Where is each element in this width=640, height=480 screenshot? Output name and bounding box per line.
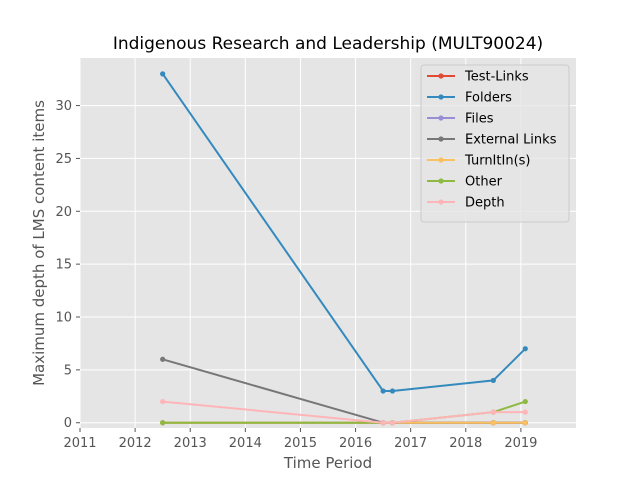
legend-label: Other: [465, 175, 503, 190]
data-point: [522, 398, 528, 405]
series-folders: [160, 71, 528, 394]
y-tick-label: 10: [55, 311, 72, 326]
legend-label: Files: [465, 112, 494, 127]
x-tick-label: 2019: [504, 436, 537, 451]
data-point: [160, 420, 166, 426]
data-point: [522, 409, 528, 415]
x-tick-label: 2012: [119, 436, 152, 451]
y-tick-label: 20: [55, 205, 72, 220]
x-tick-label: 2018: [449, 436, 482, 451]
x-tick-label: 2011: [63, 436, 96, 451]
y-axis-label: Maximum depth of LMS content items: [30, 100, 48, 386]
data-point: [389, 388, 396, 394]
data-point: [490, 377, 496, 384]
data-point: [160, 71, 166, 77]
data-point: [380, 388, 386, 394]
y-axis-ticks: 0 5 10 15 20 25 30: [55, 99, 80, 431]
data-point: [160, 398, 166, 405]
y-tick-label: 25: [55, 152, 72, 167]
x-tick-label: 2016: [339, 436, 372, 451]
legend-marker: [438, 115, 444, 121]
legend-marker: [438, 136, 444, 142]
series-depth: [160, 398, 528, 426]
legend-marker: [438, 199, 444, 205]
legend-label: TurnItIn(s): [464, 154, 530, 169]
legend-marker: [438, 157, 444, 163]
chart-title: Indigenous Research and Leadership (MULT…: [113, 34, 543, 54]
data-point: [160, 356, 166, 362]
data-point: [522, 420, 528, 426]
y-tick-label: 0: [64, 416, 72, 431]
legend-box: [420, 64, 570, 223]
legend-label: Depth: [465, 196, 505, 211]
data-point: [490, 420, 496, 426]
x-axis-ticks: 2011 2012 2013 2014 2015 2016 2017 2018 2019: [63, 428, 537, 451]
series-layer: [160, 71, 528, 426]
legend-marker: [438, 73, 444, 79]
legend-marker: [438, 178, 444, 184]
x-tick-label: 2017: [394, 436, 427, 451]
y-tick-label: 30: [55, 99, 72, 114]
x-tick-label: 2015: [284, 436, 317, 451]
legend-label: External Links: [465, 133, 557, 148]
y-tick-label: 5: [64, 363, 72, 378]
y-tick-label: 15: [55, 258, 72, 273]
legend-marker: [438, 94, 444, 100]
data-point: [522, 346, 528, 352]
x-tick-label: 2013: [174, 436, 207, 451]
data-point: [490, 409, 496, 415]
legend-label: Folders: [465, 91, 512, 106]
x-tick-label: 2014: [229, 436, 262, 451]
data-point: [389, 420, 396, 426]
legend-label: Test-Links: [464, 70, 529, 85]
x-axis-label: Time Period: [283, 454, 372, 472]
legend: Test-Links Folders Files External Links Turn…: [420, 64, 570, 223]
data-point: [380, 420, 386, 426]
